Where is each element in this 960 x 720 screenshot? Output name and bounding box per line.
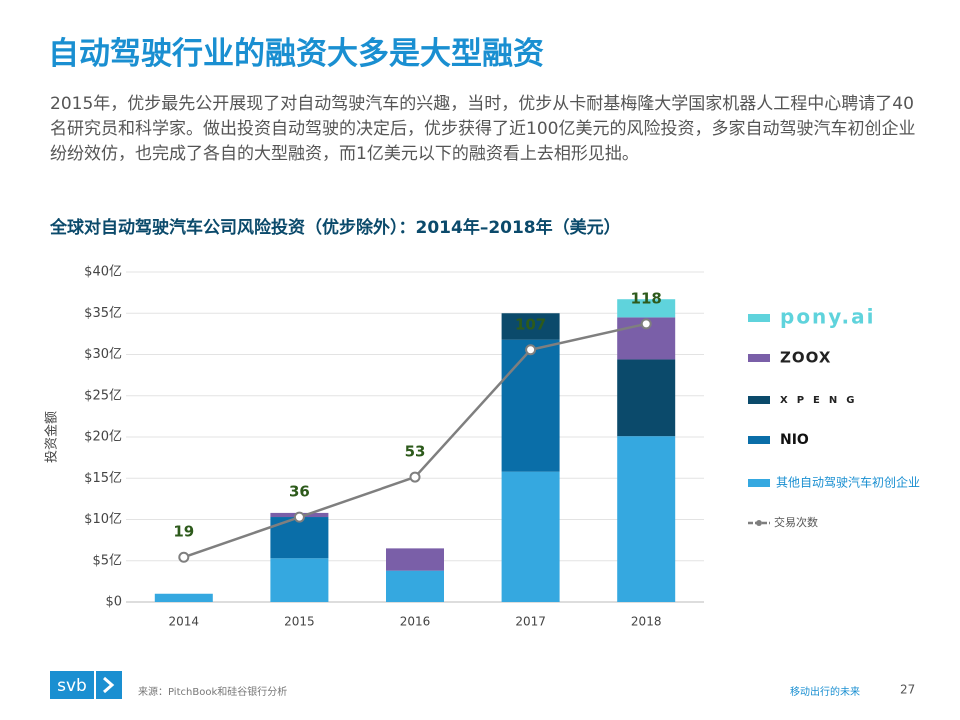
- legend-swatch: [748, 436, 770, 444]
- y-tick-label: $0: [105, 595, 122, 610]
- legend-swatch: [748, 314, 770, 322]
- logo-box: [50, 671, 94, 699]
- bar-segment: [154, 593, 213, 602]
- bar-segment: [617, 436, 676, 602]
- y-tick-label: $15亿: [84, 471, 122, 486]
- legend-swatch: [748, 479, 770, 487]
- x-tick-label: 2015: [284, 615, 315, 629]
- legend-logo: ZOOX: [780, 349, 831, 367]
- deal-count-point: [409, 471, 421, 483]
- y-tick-label: $20亿: [84, 430, 122, 445]
- bar-segment: [270, 558, 329, 602]
- y-tick-label: $10亿: [84, 512, 122, 527]
- deal-count-label: 36: [289, 483, 310, 501]
- deal-count-label: 19: [173, 523, 194, 541]
- bar-segment: [617, 359, 676, 437]
- legend-logo: XPENG: [780, 395, 863, 406]
- y-tick-label: $30亿: [84, 347, 122, 362]
- legend-dot: [756, 520, 762, 526]
- bar-segment: [501, 471, 560, 602]
- y-tick-label: $40亿: [84, 265, 122, 280]
- legend-label: 交易次数: [774, 515, 818, 529]
- logo-chevron: [103, 676, 115, 694]
- legend-swatch: [748, 396, 770, 404]
- deal-count-label: 53: [405, 443, 426, 461]
- y-axis-title: 投资金额: [44, 411, 60, 463]
- bar-segment: [386, 570, 444, 602]
- y-tick-label: $5亿: [92, 553, 122, 568]
- slide-title: 自动驾驶行业的融资大多是大型融资: [48, 36, 544, 72]
- intro-paragraph: 2015年，优步最先公开展现了对自动驾驶汽车的兴趣，当时，优步从卡耐基梅隆大学国…: [50, 94, 916, 164]
- deal-count-label: 107: [515, 315, 546, 333]
- bar-segment: [501, 313, 560, 340]
- legend-logo: pony.ai: [780, 305, 875, 329]
- legend-label: 其他自动驾驶汽车初创企业: [776, 475, 920, 490]
- deal-count-point: [293, 511, 305, 523]
- deal-count-line: [183, 322, 647, 559]
- legend-logo: NIO: [780, 432, 809, 448]
- bar-segment: [617, 299, 676, 318]
- chart-title: 全球对自动驾驶汽车公司风险投资（优步除外）：2014年–2018年（美元）: [49, 217, 621, 238]
- x-tick-label: 2016: [400, 615, 431, 629]
- x-tick-label: 2014: [169, 615, 200, 629]
- deal-count-point: [640, 318, 652, 330]
- deal-count-point: [525, 344, 537, 356]
- source-note: 来源：PitchBook和硅谷银行分析: [138, 685, 287, 698]
- deal-count-point: [178, 551, 190, 563]
- bar-segment: [386, 548, 444, 571]
- y-tick-label: $35亿: [84, 306, 122, 321]
- bar-segment: [501, 339, 560, 472]
- section-name: 移动出行的未来: [790, 685, 860, 698]
- x-tick-label: 2017: [515, 615, 546, 629]
- deal-count-label: 118: [631, 289, 662, 307]
- x-tick-label: 2018: [631, 615, 662, 629]
- page-number: 27: [900, 683, 915, 697]
- legend-swatch: [748, 354, 770, 362]
- y-tick-label: $25亿: [84, 388, 122, 403]
- logo-chevron-box: [96, 671, 122, 699]
- logo-text: svb: [57, 676, 87, 696]
